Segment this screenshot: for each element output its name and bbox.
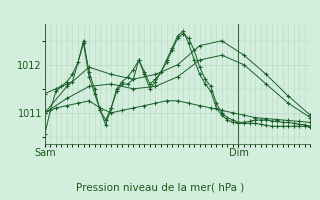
Text: Pression niveau de la mer( hPa ): Pression niveau de la mer( hPa ) xyxy=(76,182,244,192)
